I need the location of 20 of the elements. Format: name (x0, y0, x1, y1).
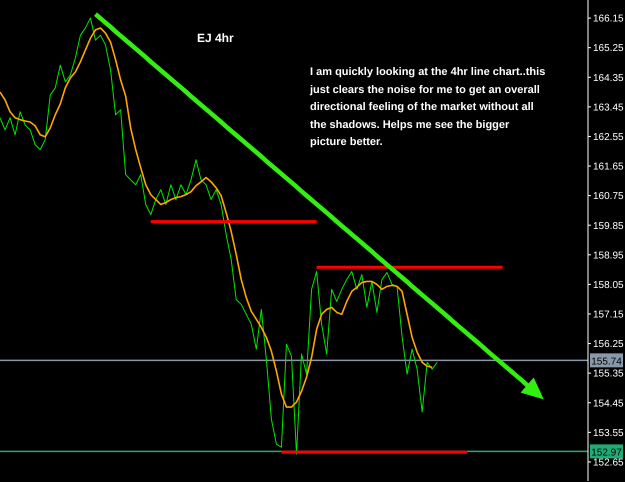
y-tick-label: 158.05 (593, 280, 624, 291)
y-tick-label: 155.35 (593, 368, 624, 380)
y-tick-label: 165.25 (593, 43, 624, 54)
y-tick-label: 154.45 (593, 398, 624, 410)
y-tick-label: 160.75 (593, 191, 624, 202)
y-tick-label: 162.55 (593, 132, 624, 143)
y-tick-label: 157.15 (593, 310, 624, 321)
y-tick-label: 166.15 (593, 14, 624, 25)
y-tick-label: 152.65 (593, 457, 624, 468)
y-tick-label: 158.95 (593, 250, 624, 262)
y-tick-label: 156.25 (593, 339, 624, 350)
annotation: I am quickly looking at the 4hr line chart..this just clears the noise for me to get an overall directional feeling of the market without all the shadows. Helps me see the bigger picture better. (310, 65, 546, 150)
ref-line-label: 155.74 (591, 356, 622, 368)
ref-line-label: 152.97 (591, 447, 622, 458)
y-tick-label: 153.55 (593, 428, 624, 439)
y-tick-label: 161.65 (593, 162, 624, 173)
text: EJ 4hr (197, 31, 234, 45)
y-tick-label: 163.45 (593, 102, 624, 114)
y-tick-label: 159.85 (593, 220, 624, 232)
y-tick-label: 164.35 (593, 72, 624, 84)
